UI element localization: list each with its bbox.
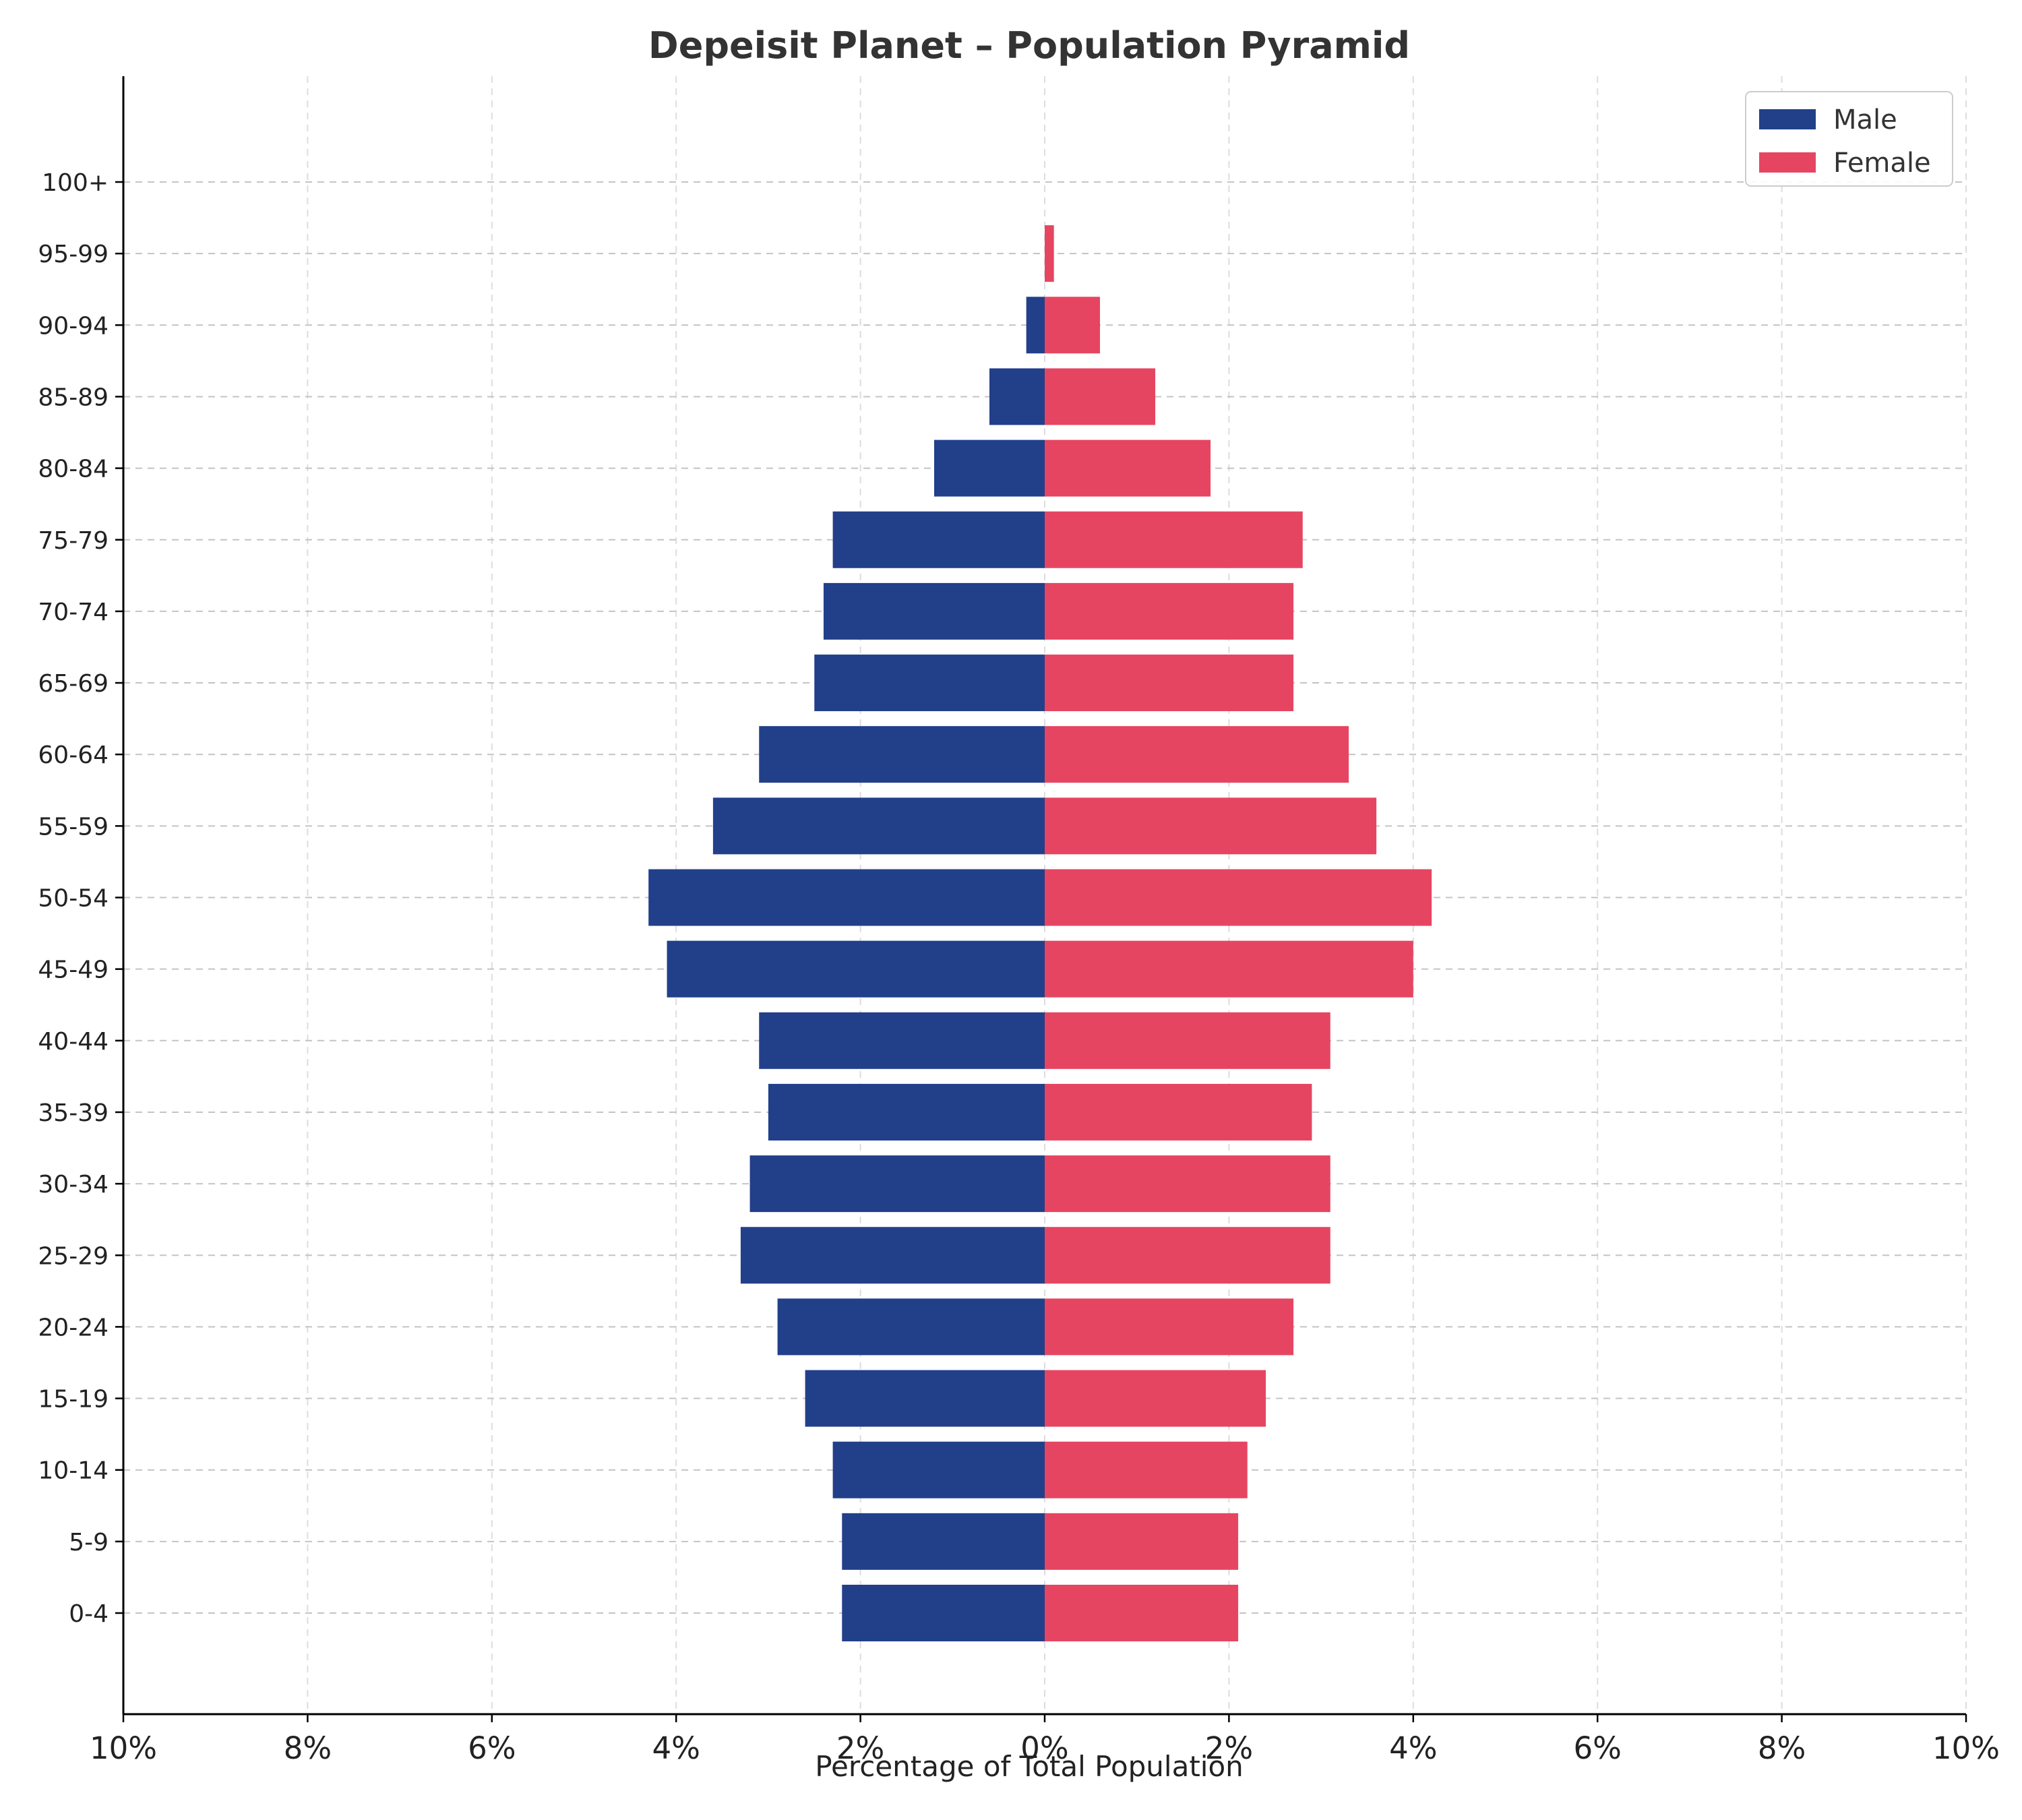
y-tick-label: 40-44 xyxy=(38,1028,109,1056)
x-tick-label: 8% xyxy=(1758,1730,1806,1766)
female-bar xyxy=(1045,511,1303,568)
female-bar xyxy=(1045,1513,1239,1570)
y-tick-label: 30-34 xyxy=(38,1171,109,1199)
male-bar xyxy=(759,1012,1045,1069)
x-tick-label: 6% xyxy=(1574,1730,1622,1766)
x-tick-label: 0% xyxy=(1020,1730,1068,1766)
female-bar xyxy=(1045,726,1349,783)
chart-title: Depeisit Planet – Population Pyramid xyxy=(648,24,1410,67)
x-tick-label: 10% xyxy=(90,1730,157,1766)
female-bar xyxy=(1045,869,1432,926)
y-tick-label: 45-49 xyxy=(38,957,109,984)
female-bar xyxy=(1045,1441,1248,1498)
y-tick-label: 70-74 xyxy=(38,599,109,626)
y-tick-label: 25-29 xyxy=(38,1242,109,1270)
y-tick-label: 65-69 xyxy=(38,670,109,698)
male-bar xyxy=(1026,297,1045,354)
male-bar xyxy=(777,1298,1045,1356)
y-tick-label: 80-84 xyxy=(38,456,109,483)
female-bar xyxy=(1045,1012,1330,1069)
female-bar xyxy=(1045,797,1377,855)
legend-swatch-male xyxy=(1759,109,1816,129)
male-bar xyxy=(749,1155,1045,1213)
x-tick-label: 2% xyxy=(836,1730,884,1766)
male-bar xyxy=(842,1513,1045,1570)
y-tick-label: 100+ xyxy=(42,169,109,197)
male-bar xyxy=(768,1083,1045,1141)
legend-label-male: Male xyxy=(1833,104,1897,135)
y-tick-label: 55-59 xyxy=(38,813,109,841)
male-bar xyxy=(814,655,1045,712)
x-tick-label: 10% xyxy=(1932,1730,2000,1766)
male-bar xyxy=(712,797,1045,855)
male-bar xyxy=(740,1227,1045,1284)
legend-swatch-female xyxy=(1759,152,1816,173)
x-tick-label: 8% xyxy=(284,1730,332,1766)
y-tick-label: 20-24 xyxy=(38,1314,109,1341)
y-tick-label: 5-9 xyxy=(69,1529,109,1556)
y-tick-label: 35-39 xyxy=(38,1099,109,1127)
x-tick-label: 4% xyxy=(1389,1730,1437,1766)
male-bar xyxy=(648,869,1045,926)
female-bar xyxy=(1045,582,1294,640)
male-bar xyxy=(842,1585,1045,1641)
male-bar xyxy=(805,1370,1045,1427)
x-tick-label: 6% xyxy=(468,1730,516,1766)
female-bar xyxy=(1045,297,1101,354)
tick-labels: 0-4 5-9 10-14 15-19 20-24 25-29 30-34 35-39 40-4… xyxy=(38,169,2000,1766)
y-tick-label: 60-64 xyxy=(38,741,109,769)
female-bar xyxy=(1045,1155,1330,1213)
x-axis-label: Percentage of Total Population xyxy=(815,1750,1244,1783)
male-bar xyxy=(667,940,1045,998)
female-bar xyxy=(1045,1227,1330,1284)
female-bar xyxy=(1045,1083,1312,1141)
bars xyxy=(648,225,1432,1641)
male-bar xyxy=(832,511,1045,568)
y-tick-label: 85-89 xyxy=(38,384,109,411)
female-bar xyxy=(1045,225,1054,282)
legend: Male Female xyxy=(1745,91,1953,187)
y-tick-label: 75-79 xyxy=(38,527,109,555)
male-bar xyxy=(989,368,1045,425)
male-bar xyxy=(823,582,1045,640)
x-tick-label: 2% xyxy=(1205,1730,1253,1766)
legend-label-female: Female xyxy=(1833,148,1931,179)
female-bar xyxy=(1045,439,1211,497)
y-tick-label: 10-14 xyxy=(38,1457,109,1485)
male-bar xyxy=(759,726,1045,783)
y-tick-label: 90-94 xyxy=(38,312,109,340)
y-tick-label: 95-99 xyxy=(38,241,109,268)
axes xyxy=(115,76,1967,1722)
female-bar xyxy=(1045,940,1413,998)
female-bar xyxy=(1045,1585,1239,1641)
female-bar xyxy=(1045,1298,1294,1356)
male-bar xyxy=(832,1441,1045,1498)
x-tick-label: 4% xyxy=(652,1730,700,1766)
y-tick-label: 50-54 xyxy=(38,885,109,913)
y-tick-label: 15-19 xyxy=(38,1386,109,1414)
female-bar xyxy=(1045,655,1294,712)
female-bar xyxy=(1045,368,1156,425)
y-tick-label: 0-4 xyxy=(69,1600,109,1628)
female-bar xyxy=(1045,1370,1266,1427)
male-bar xyxy=(933,439,1045,497)
